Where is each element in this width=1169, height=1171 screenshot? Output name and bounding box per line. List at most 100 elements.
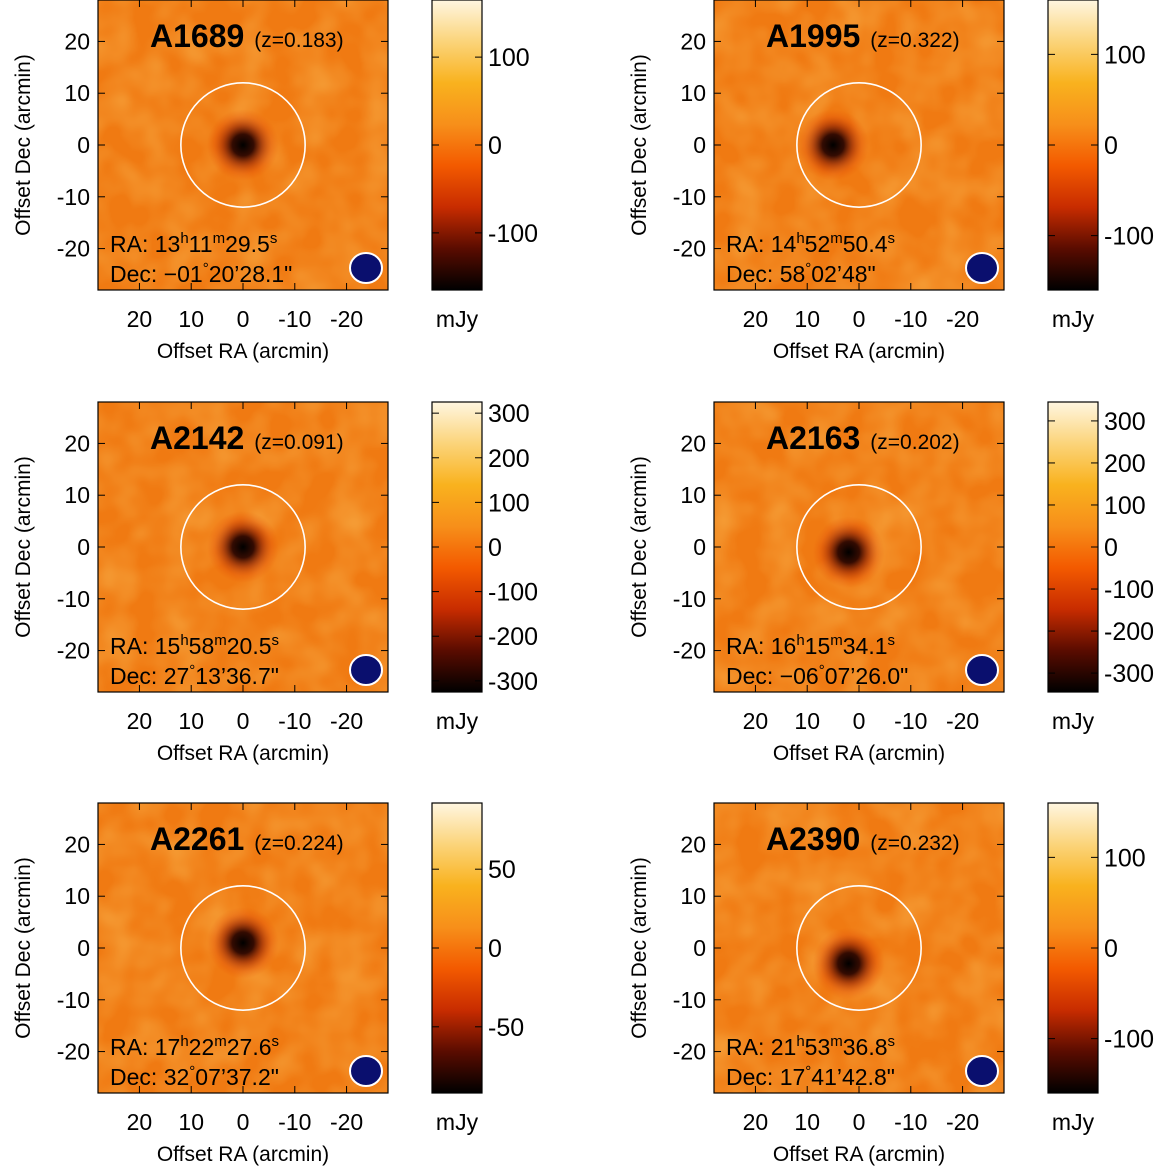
ra-unit-superscript: m <box>830 632 843 649</box>
y-tick-label: 20 <box>680 430 706 456</box>
x-tick-label: -10 <box>278 1109 311 1135</box>
dec-value: Dec: <box>726 1064 780 1090</box>
aperture-circle <box>796 82 922 208</box>
x-tick-label: 20 <box>743 708 769 734</box>
y-axis-label: Offset Dec (arcmin) <box>628 456 651 638</box>
colorbar-tick-label: 300 <box>1104 408 1146 436</box>
x-tick-label: 20 <box>743 1109 769 1135</box>
y-tick-label: 20 <box>680 831 706 857</box>
sz-decrement <box>812 927 885 1000</box>
colorbar-tick-label: -100 <box>1104 576 1154 604</box>
dec-value: 41’42.8" <box>811 1064 895 1090</box>
ra-value: 14 <box>771 231 797 257</box>
x-tick-label: -20 <box>946 306 979 332</box>
y-tick-label: -10 <box>57 586 90 612</box>
ra-value: RA: <box>726 1034 771 1060</box>
x-tick-label: -10 <box>894 708 927 734</box>
ra-value: 21 <box>771 1034 797 1060</box>
cluster-name: A2142 <box>150 420 244 456</box>
ra-value: 36.8 <box>843 1034 888 1060</box>
sz-decrement <box>797 109 870 181</box>
colorbar <box>431 401 483 693</box>
dec-value: 58 <box>780 261 806 287</box>
y-axis-label: Offset Dec (arcmin) <box>12 857 35 1039</box>
dec-value: Dec: <box>110 663 164 689</box>
redshift-label: (z=0.202) <box>870 431 959 454</box>
x-tick-label: -10 <box>278 306 311 332</box>
beam-ellipse <box>349 654 383 686</box>
ra-unit-superscript: s <box>272 632 280 649</box>
ra-label: RA: 21h53m36.8s <box>726 1033 895 1060</box>
dec-value: 07’26.0" <box>825 663 909 689</box>
dec-label: Dec: 32°07’37.2" <box>110 1063 279 1090</box>
dec-degree-symbol: ° <box>203 260 209 277</box>
colorbar-tick-label: 0 <box>1104 534 1118 562</box>
cluster-name: A1689 <box>150 18 244 54</box>
map-image <box>714 402 1004 692</box>
dec-value: −06 <box>780 663 819 689</box>
ra-label: RA: 16h15m34.1s <box>726 632 895 659</box>
colorbar-tick-label: -300 <box>1104 660 1154 688</box>
x-tick-label: -20 <box>330 1109 363 1135</box>
dec-degree-symbol: ° <box>819 662 825 679</box>
cluster-name: A2261 <box>150 821 244 857</box>
y-axis-label: Offset Dec (arcmin) <box>628 857 651 1039</box>
ra-value: 50.4 <box>843 231 888 257</box>
ra-value: 34.1 <box>843 633 888 659</box>
map-image <box>98 803 388 1093</box>
x-tick-label: 10 <box>178 306 204 332</box>
colorbar-tick-label: 100 <box>488 44 530 72</box>
beam-ellipse <box>349 252 383 284</box>
x-tick-label: 10 <box>178 1109 204 1135</box>
dec-degree-symbol: ° <box>189 662 195 679</box>
y-tick-label: 20 <box>64 28 90 54</box>
ra-unit-superscript: s <box>888 1033 896 1050</box>
x-tick-label: -20 <box>330 708 363 734</box>
y-axis-label: Offset Dec (arcmin) <box>12 456 35 638</box>
cluster-title: A1689 (z=0.183) <box>150 18 344 54</box>
ra-unit-superscript: m <box>213 230 226 247</box>
y-tick-label: 0 <box>693 132 706 158</box>
ra-value: RA: <box>726 633 771 659</box>
dec-label: Dec: 17°41’42.8" <box>726 1063 895 1090</box>
cluster-name: A2163 <box>766 420 860 456</box>
y-tick-label: 10 <box>64 80 90 106</box>
x-tick-label: 20 <box>127 306 153 332</box>
dec-value: −01 <box>164 261 203 287</box>
colorbar-tick-label: -100 <box>1104 1026 1154 1054</box>
ra-label: RA: 17h22m27.6s <box>110 1033 279 1060</box>
cluster-name: A2390 <box>766 821 860 857</box>
sz-decrement <box>207 109 279 181</box>
colorbar-tick-label: 100 <box>1104 844 1146 872</box>
colorbar-tick-label: 0 <box>488 935 502 963</box>
ra-value: 13 <box>155 231 181 257</box>
colorbar-unit-label: mJy <box>436 708 479 734</box>
y-tick-label: -20 <box>673 236 706 262</box>
colorbar-tick-label: -300 <box>488 668 538 696</box>
dec-degree-symbol: ° <box>189 1063 195 1080</box>
y-axis-label: Offset Dec (arcmin) <box>12 54 35 236</box>
ra-value: 29.5 <box>225 231 270 257</box>
x-tick-label: 10 <box>794 708 820 734</box>
redshift-label: (z=0.183) <box>254 29 343 52</box>
ra-value: 22 <box>189 1034 215 1060</box>
colorbar-tick-label: 200 <box>1104 450 1146 478</box>
aperture-circle <box>180 82 306 208</box>
x-tick-label: 20 <box>127 1109 153 1135</box>
y-tick-label: 10 <box>680 80 706 106</box>
y-tick-label: 10 <box>680 482 706 508</box>
y-tick-label: 0 <box>77 935 90 961</box>
dec-label: Dec: −06°07’26.0" <box>726 662 908 689</box>
colorbar-tick-label: 0 <box>1104 935 1118 963</box>
colorbar-tick-label: 100 <box>1104 492 1146 520</box>
y-tick-label: -20 <box>57 638 90 664</box>
dec-value: 32 <box>164 1064 190 1090</box>
ra-value: 16 <box>771 633 797 659</box>
x-tick-label: 20 <box>127 708 153 734</box>
ra-value: RA: <box>726 231 771 257</box>
ra-unit-superscript: m <box>830 1033 843 1050</box>
